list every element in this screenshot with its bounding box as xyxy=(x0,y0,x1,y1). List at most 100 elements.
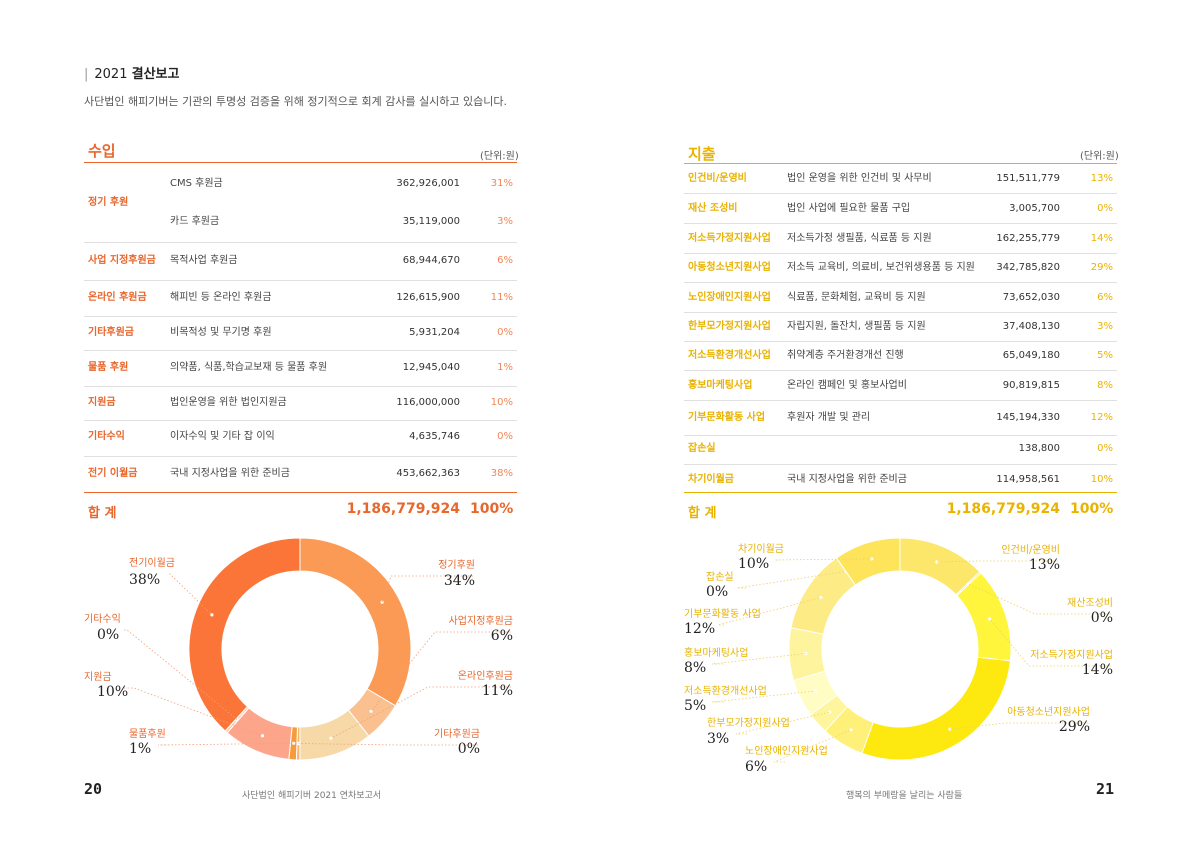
expense-total-rule xyxy=(684,492,1117,493)
slice-marker xyxy=(260,734,265,738)
income-callout-pct: 1% xyxy=(129,741,152,757)
expense-amount: 162,255,779 xyxy=(996,233,1060,244)
income-callout-pct: 11% xyxy=(481,683,513,699)
leader-line xyxy=(711,690,816,703)
expense-callout-pct: 14% xyxy=(1081,662,1113,678)
leader-line xyxy=(711,653,806,665)
income-pct: 0% xyxy=(497,327,513,338)
income-title: 수입 xyxy=(88,142,116,160)
income-desc: 의약품, 식품,학습교보재 등 물품 후원 xyxy=(170,362,328,373)
row-divider xyxy=(684,400,1117,401)
income-amount: 362,926,001 xyxy=(396,178,460,189)
income-callout-name: 사업지정후원금 xyxy=(448,616,513,627)
expense-desc: 식료품, 문화체험, 교육비 등 지원 xyxy=(787,292,926,303)
expense-category: 노인장애인지원사업 xyxy=(688,292,771,303)
slice-marker xyxy=(210,613,214,617)
report-header: | 2021 결산보고 xyxy=(84,63,179,82)
right-footer-text: 행복의 부메랑을 날리는 사람들 xyxy=(846,791,963,801)
expense-top-rule xyxy=(684,163,1117,164)
income-callout-pct: 0% xyxy=(457,741,480,757)
expense-category: 저소득가정지원사업 xyxy=(688,233,771,244)
row-divider xyxy=(84,456,517,457)
slice-marker xyxy=(380,600,384,604)
expense-callout-pct: 6% xyxy=(745,759,768,775)
expense-amount: 151,511,779 xyxy=(996,173,1060,184)
row-divider xyxy=(684,464,1117,465)
slice-marker xyxy=(870,557,874,561)
leader-line xyxy=(169,573,213,616)
expense-amount: 145,194,330 xyxy=(996,412,1060,423)
income-total-label: 합 계 xyxy=(88,506,117,521)
leader-line xyxy=(370,631,511,712)
expense-pct: 6% xyxy=(1097,292,1113,303)
slice-marker xyxy=(935,560,939,564)
expense-desc: 법인 사업에 필요한 물품 구입 xyxy=(787,203,911,214)
income-pct: 38% xyxy=(490,468,513,479)
expense-callout-name: 아동청소년지원사업 xyxy=(1007,707,1090,718)
income-pct: 3% xyxy=(497,216,513,227)
leader-line xyxy=(774,558,872,561)
income-desc: 카드 후원금 xyxy=(170,216,220,227)
income-desc: 목적사업 후원금 xyxy=(170,255,238,266)
income-pct: 1% xyxy=(497,362,513,373)
slice-marker xyxy=(948,727,952,731)
expense-category: 재산 조성비 xyxy=(688,203,738,214)
expense-total-label: 합 계 xyxy=(688,506,717,521)
leader-line xyxy=(735,711,830,735)
row-divider xyxy=(84,350,517,351)
expense-callout-name: 기부문화활동 사업 xyxy=(684,609,761,620)
expense-callout-pct: 29% xyxy=(1058,719,1090,735)
income-total-rule xyxy=(84,492,517,493)
row-divider xyxy=(84,420,517,421)
income-amount: 4,635,746 xyxy=(409,431,460,442)
row-divider xyxy=(684,312,1117,313)
expense-pct: 14% xyxy=(1090,233,1113,244)
expense-pct: 13% xyxy=(1090,173,1113,184)
income-category: 기타수익 xyxy=(88,431,125,442)
expense-category: 기부문화활동 사업 xyxy=(688,412,766,423)
income-callout-name: 기타후원금 xyxy=(434,729,480,740)
income-desc: 이자수익 및 기타 잡 이익 xyxy=(170,431,275,442)
expense-pct: 8% xyxy=(1097,380,1113,391)
expense-category: 홍보마케팅사업 xyxy=(688,380,753,391)
expense-callout-pct: 8% xyxy=(684,660,707,676)
income-amount: 453,662,363 xyxy=(396,468,460,479)
slice-marker xyxy=(804,651,808,656)
expense-pct: 3% xyxy=(1097,321,1113,332)
income-callout-pct: 38% xyxy=(129,572,161,588)
expense-desc: 자립지원, 돌잔치, 생필품 등 지원 xyxy=(787,321,926,332)
row-divider xyxy=(684,193,1117,194)
expense-desc: 저소득 교육비, 의료비, 보건위생용품 등 지원 xyxy=(787,262,975,273)
income-top-rule xyxy=(84,162,517,163)
expense-desc: 법인 운영을 위한 인건비 및 사무비 xyxy=(787,173,932,184)
income-amount: 12,945,040 xyxy=(402,362,460,373)
income-callout-pct: 0% xyxy=(97,627,120,643)
expense-callout-pct: 13% xyxy=(1028,557,1060,573)
income-pct: 6% xyxy=(497,255,513,266)
row-divider xyxy=(84,280,517,281)
row-divider xyxy=(684,370,1117,371)
income-callout-pct: 34% xyxy=(443,573,475,589)
expense-desc: 국내 지정사업을 위한 준비금 xyxy=(787,474,907,485)
income-callout-pct: 6% xyxy=(490,628,513,644)
income-desc: 비목적성 및 무기명 후원 xyxy=(170,327,272,338)
expense-amount: 138,800 xyxy=(1018,443,1060,454)
leader-line xyxy=(157,742,294,746)
income-total-pct: 100% xyxy=(470,501,514,517)
income-category: 사업 지정후원금 xyxy=(88,255,156,266)
income-amount: 68,944,670 xyxy=(402,255,460,266)
donut-slice xyxy=(835,537,901,586)
left-page-number: 20 xyxy=(84,780,103,798)
leader-line xyxy=(773,729,852,763)
income-callout-name: 기타수익 xyxy=(84,614,121,625)
expense-desc: 후원자 개발 및 관리 xyxy=(787,412,871,423)
expense-callout-name: 노인장애인지원사업 xyxy=(745,746,828,757)
income-amount: 35,119,000 xyxy=(402,216,460,227)
donut-slice xyxy=(788,627,826,682)
expense-title: 지출 xyxy=(688,145,716,163)
income-callout-name: 정기후원 xyxy=(438,560,475,571)
slice-marker xyxy=(813,689,817,693)
title-year: 2021 xyxy=(94,67,128,82)
expense-category: 인건비/운영비 xyxy=(688,173,747,184)
income-category: 기타후원금 xyxy=(88,327,134,338)
